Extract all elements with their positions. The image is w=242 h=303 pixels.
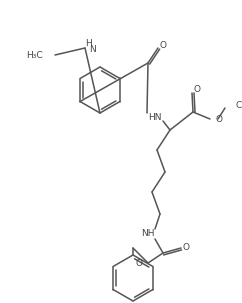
Text: N: N bbox=[90, 45, 96, 54]
Text: H₃C: H₃C bbox=[26, 52, 43, 61]
Text: HN: HN bbox=[148, 114, 162, 122]
Text: O: O bbox=[159, 41, 166, 49]
Text: O: O bbox=[215, 115, 222, 124]
Text: O: O bbox=[136, 258, 143, 268]
Text: O: O bbox=[194, 85, 201, 95]
Text: O: O bbox=[182, 244, 189, 252]
Text: H: H bbox=[86, 38, 92, 48]
Text: CH₃: CH₃ bbox=[235, 102, 242, 111]
Text: NH: NH bbox=[141, 229, 155, 238]
